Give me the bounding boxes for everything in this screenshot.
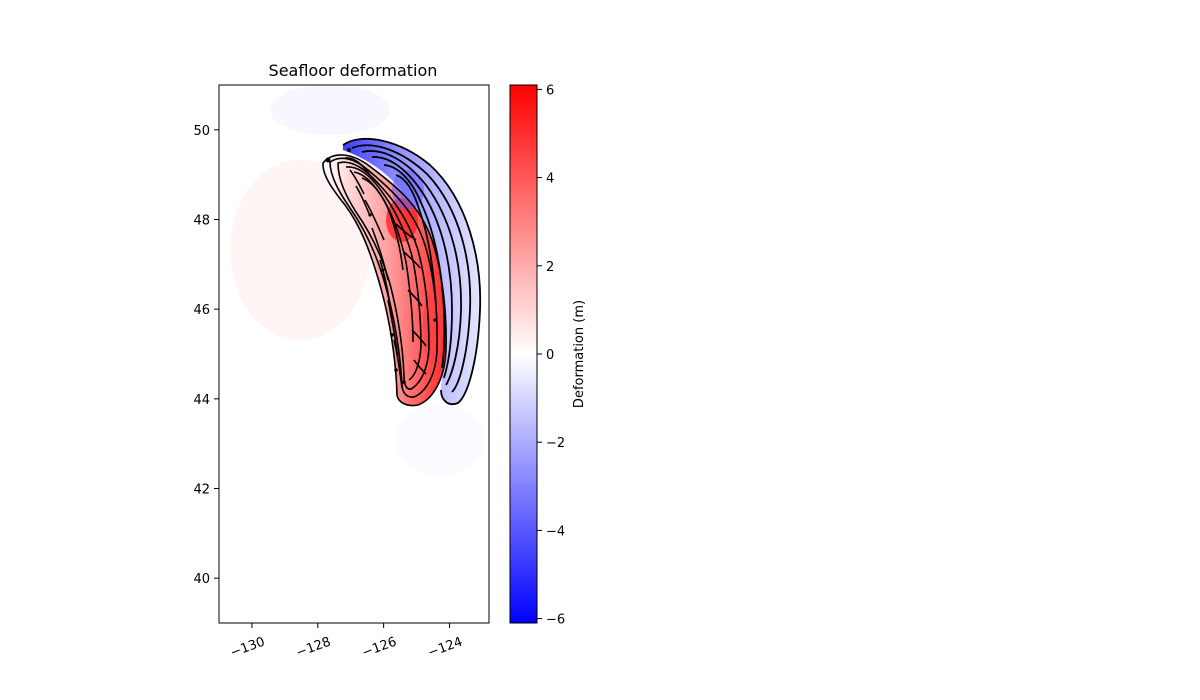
plot-area bbox=[218, 84, 490, 624]
colorbar: −6 −4 −2 0 2 4 6 Deformation (m) bbox=[509, 83, 587, 628]
chart-title: Seafloor deformation bbox=[269, 61, 438, 80]
y-tick-label: 44 bbox=[193, 393, 210, 408]
colorbar-tick-label: −4 bbox=[546, 524, 565, 539]
background-subsidence-tint-south bbox=[395, 405, 485, 475]
x-tick-label: −130 bbox=[228, 635, 267, 661]
y-axis: 40 42 44 46 48 50 bbox=[193, 124, 219, 587]
plot-frame bbox=[218, 84, 490, 624]
subsidence-contours bbox=[342, 138, 482, 405]
colorbar-tick-label: 4 bbox=[546, 172, 554, 187]
colorbar-axis: −6 −4 −2 0 2 4 6 bbox=[537, 83, 565, 628]
background-subsidence-tint bbox=[270, 85, 390, 135]
colorbar-tick-label: −6 bbox=[546, 613, 565, 628]
background-uplift-tint bbox=[230, 160, 370, 340]
y-tick-label: 40 bbox=[193, 572, 210, 587]
y-tick-label: 50 bbox=[193, 124, 210, 139]
y-tick-label: 46 bbox=[193, 303, 210, 318]
colorbar-tick-label: 6 bbox=[546, 83, 554, 98]
colorbar-label: Deformation (m) bbox=[572, 300, 587, 408]
contour-islands bbox=[325, 148, 437, 384]
colorbar-tick-label: 2 bbox=[546, 260, 554, 275]
x-tick-label: −126 bbox=[360, 635, 399, 661]
uplift-contours bbox=[322, 154, 447, 407]
colorbar-tick-label: −2 bbox=[546, 436, 565, 451]
y-tick-label: 48 bbox=[193, 214, 210, 229]
deformation-field bbox=[230, 85, 485, 475]
x-tick-label: −128 bbox=[294, 635, 333, 661]
colorbar-gradient bbox=[510, 85, 537, 623]
colorbar-tick-label: 0 bbox=[546, 348, 554, 363]
y-tick-label: 42 bbox=[193, 483, 210, 498]
x-tick-label: −124 bbox=[426, 635, 465, 661]
x-axis: −130 −128 −126 −124 bbox=[228, 623, 465, 661]
